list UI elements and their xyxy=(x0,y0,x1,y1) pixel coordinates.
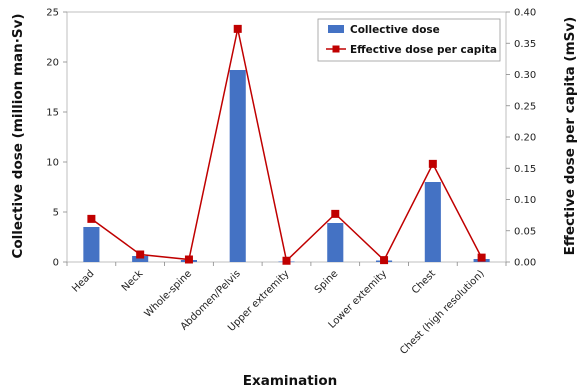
y-tick-label: 20 xyxy=(46,58,59,69)
right-y-axis: 0.00 0.05 0.10 0.15 0.20 0.25 0.30 0.35 0.40 xyxy=(506,8,536,269)
y2-axis-title: Effective dose per capita (mSv) xyxy=(562,17,578,256)
y-tick-label: 10 xyxy=(46,158,59,169)
x-axis-title: Examination xyxy=(243,373,337,389)
legend-swatch-collective-dose xyxy=(328,25,344,33)
y2-tick-label: 0.35 xyxy=(514,39,536,50)
x-tick-label: Chest (high resolution) xyxy=(398,268,487,357)
y2-tick-label: 0.25 xyxy=(514,101,536,112)
y-axis-title: Collective dose (million man·Sv) xyxy=(10,13,26,258)
bar xyxy=(424,182,441,262)
bar xyxy=(229,70,246,262)
line-point xyxy=(380,256,389,265)
y2-tick-label: 0.40 xyxy=(514,8,536,19)
effective-dose-line xyxy=(87,24,486,265)
y2-tick-label: 0.15 xyxy=(514,164,536,175)
y2-tick-label: 0.10 xyxy=(514,195,536,206)
x-tick-label: Spine xyxy=(313,268,341,296)
y-tick-label: 5 xyxy=(53,208,59,219)
bar xyxy=(132,256,149,262)
y2-tick-label: 0.05 xyxy=(514,226,536,237)
legend-box xyxy=(317,18,501,62)
line-point xyxy=(331,209,340,218)
legend-label-collective-dose: Collective dose xyxy=(350,24,440,36)
line-point xyxy=(477,253,486,262)
legend-swatch-effective-dose-marker xyxy=(332,45,340,53)
bar xyxy=(327,223,344,262)
x-tick-label: Neck xyxy=(120,268,146,294)
line-point xyxy=(428,159,437,168)
y2-tick-label: 0.20 xyxy=(514,133,536,144)
line-point xyxy=(87,214,96,223)
y-tick-label: 25 xyxy=(46,8,59,19)
collective-dose-bars xyxy=(83,70,490,263)
line-point xyxy=(184,255,193,264)
y2-tick-label: 0.00 xyxy=(514,258,536,269)
y-tick-label: 15 xyxy=(46,108,59,119)
series-line xyxy=(90,28,483,263)
x-tick-label: Head xyxy=(70,268,96,294)
x-tick-label: Whole-spine xyxy=(143,268,194,319)
y2-tick-label: 0.30 xyxy=(514,70,536,81)
line-point xyxy=(233,24,242,33)
line-point xyxy=(282,256,291,265)
y-tick-label: 0 xyxy=(53,258,59,269)
bar xyxy=(83,227,100,262)
line-point xyxy=(136,250,145,259)
legend-label-effective-dose: Effective dose per capita xyxy=(350,44,497,56)
left-y-axis: 0 5 10 15 20 25 xyxy=(46,8,67,269)
x-tick-label: Chest xyxy=(410,268,438,296)
legend: Collective dose Effective dose per capit… xyxy=(317,18,501,62)
